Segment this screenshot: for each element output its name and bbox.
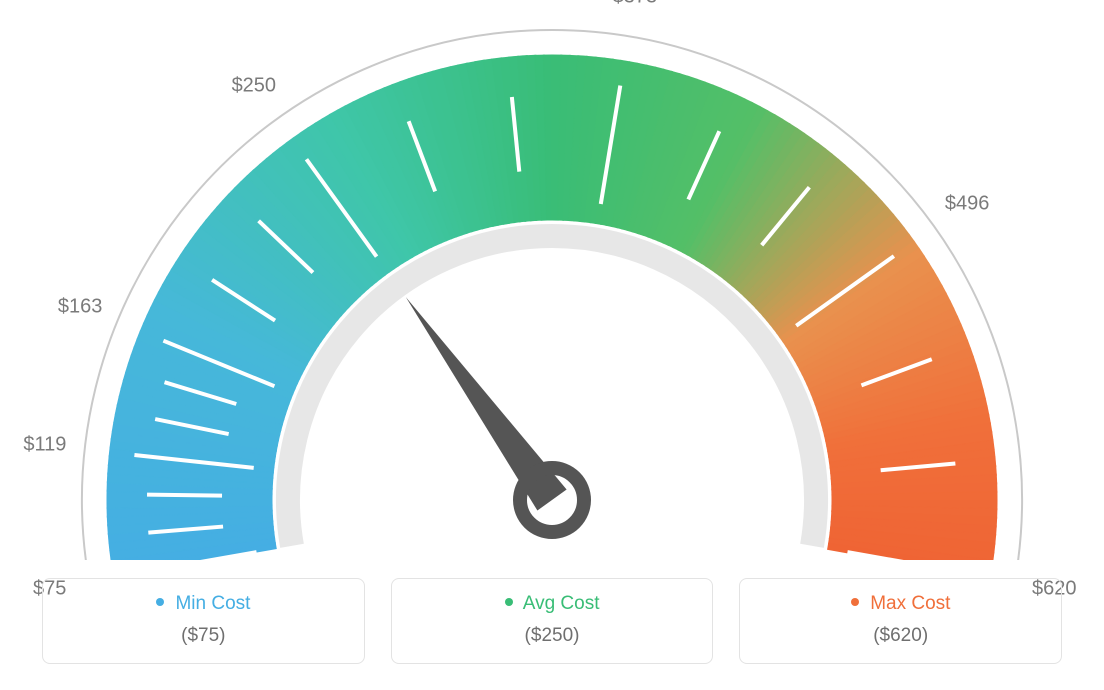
gauge-needle [406,297,567,510]
gauge-svg [0,0,1104,560]
legend-card-min: Min Cost ($75) [42,578,365,664]
tick-label: $250 [232,75,277,98]
legend-value-max: ($620) [750,625,1051,647]
tick-label: $163 [58,295,103,318]
dot-icon [505,598,513,606]
legend-title-min: Min Cost [53,593,354,615]
legend-title-text: Max Cost [870,593,950,614]
legend-card-avg: Avg Cost ($250) [391,578,714,664]
legend-value-min: ($75) [53,625,354,647]
legend-card-max: Max Cost ($620) [739,578,1062,664]
legend-title-text: Avg Cost [523,593,600,614]
dot-icon [156,598,164,606]
legend-title-text: Min Cost [175,593,250,614]
gauge-chart: $75$119$163$250$373$496$620 [0,0,1104,560]
legend-title-max: Max Cost [750,593,1051,615]
dot-icon [851,598,859,606]
tick-label: $119 [23,434,66,457]
tick-label: $496 [945,192,990,215]
tick-label: $373 [613,0,658,8]
legend-value-avg: ($250) [402,625,703,647]
legend-row: Min Cost ($75) Avg Cost ($250) Max Cost … [42,578,1062,664]
legend-title-avg: Avg Cost [402,593,703,615]
